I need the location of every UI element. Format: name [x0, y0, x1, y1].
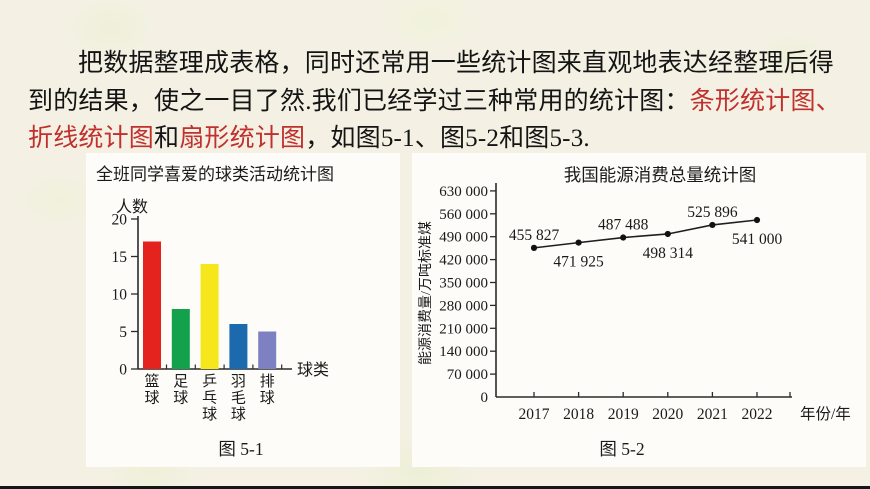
text-segment-highlight: 扇形统计图 [179, 125, 306, 152]
bar-chart-ylabel: 人数 [116, 198, 148, 216]
data-point-label: 498 314 [643, 245, 694, 262]
bar-chart-title: 全班同学喜爱的球类活动统计图 [96, 165, 334, 184]
line-x-tick-label: 2019 [608, 406, 639, 423]
line-chart-ylabel: 能源消费量/万吨标准煤 [418, 221, 434, 365]
text-segment: 到的结果，使之一目了然.我们已经学过三种常用的统计图： [28, 87, 690, 115]
line-x-tick-label: 2021 [697, 406, 728, 423]
bar-chart-caption: 图 5-1 [218, 439, 263, 459]
bar-y-tick-label: 15 [112, 249, 128, 266]
line-y-tick-label: 210 000 [439, 321, 488, 337]
data-point-label: 525 896 [687, 204, 738, 221]
paragraph-line-1: 把数据整理成表格，同时还常用一些统计图来直观地表达经整理后得 [28, 45, 846, 83]
data-point-label: 455 827 [509, 227, 560, 244]
bar [171, 309, 190, 369]
line-x-tick-label: 2018 [563, 406, 594, 423]
bar-chart-panel: 全班同学喜爱的球类活动统计图人数 0 5 10 15 20 球类篮球 足球 乒乓球 羽毛球 排球图 … [86, 153, 400, 467]
bar [229, 324, 248, 369]
line-chart-caption: 图 5-2 [599, 439, 644, 459]
text-segment-highlight: 折线统计图 [28, 125, 155, 152]
data-point [709, 221, 716, 229]
data-point-label: 541 000 [732, 231, 783, 248]
bar-y-tick-label: 20 [112, 212, 128, 229]
line-y-tick-label: 280 000 [439, 298, 488, 314]
line-x-tick-label: 2017 [519, 406, 550, 423]
bar-category-label: 羽毛球 [231, 374, 246, 423]
line-y-tick-label: 350 000 [439, 276, 488, 292]
text-segment: 把数据整理成表格，同时还常用一些统计图来直观地表达经整理后得 [78, 50, 835, 77]
line-y-tick-label: 560 000 [439, 207, 488, 223]
paragraph-line-3: 折线统计图和扇形统计图，如图5-1、图5-2和图5-3. [28, 120, 846, 158]
bar [143, 241, 161, 369]
line-x-tick-label: 2020 [652, 406, 683, 423]
text-segment-highlight: 条形统计图、 [689, 87, 841, 115]
bar-category-label: 乒乓球 [202, 373, 217, 423]
bar [258, 331, 277, 369]
line-chart-xlabel: 年份/年 [800, 405, 851, 423]
bar-category-label: 排球 [260, 373, 275, 407]
data-point [753, 216, 761, 224]
bar [200, 264, 219, 369]
line-x-tick-label: 2022 [742, 406, 773, 423]
line-y-tick-label: 140 000 [439, 344, 488, 360]
line-chart-panel: 我国能源消费总量统计图能源消费量/万吨标准煤 0 70 000 140 000 210 … [412, 153, 866, 467]
bottom-edge-bar [0, 486, 870, 489]
bar-category-label: 篮球 [144, 372, 159, 407]
bar-y-tick-label: 5 [119, 324, 127, 341]
bar-category-label: 足球 [173, 373, 188, 407]
line-chart-title: 我国能源消费总量统计图 [564, 165, 757, 185]
text-segment: ，如图5-1、图5-2和图5-3. [305, 125, 590, 152]
bar-y-tick-label: 0 [119, 362, 127, 379]
line-y-tick-label: 70 000 [447, 367, 488, 383]
bar-y-tick-label: 10 [112, 287, 128, 304]
line-y-tick-label: 630 000 [439, 184, 488, 200]
data-point [575, 239, 582, 246]
line-y-tick-label: 0 [481, 390, 489, 406]
text-segment: 和 [154, 125, 180, 152]
data-point [664, 230, 671, 238]
data-point-label: 487 488 [598, 217, 649, 234]
intro-paragraph: 把数据整理成表格，同时还常用一些统计图来直观地表达经整理后得 到的结果，使之一目… [28, 45, 846, 158]
line-y-tick-label: 490 000 [439, 230, 488, 246]
data-line [533, 219, 758, 249]
data-point [620, 234, 627, 241]
bar-chart-xlabel: 球类 [297, 361, 329, 379]
data-point-label: 471 925 [553, 254, 604, 271]
line-y-tick-label: 420 000 [439, 253, 488, 269]
paragraph-line-2: 到的结果，使之一目了然.我们已经学过三种常用的统计图：条形统计图、 [28, 83, 846, 121]
data-point [530, 244, 538, 251]
